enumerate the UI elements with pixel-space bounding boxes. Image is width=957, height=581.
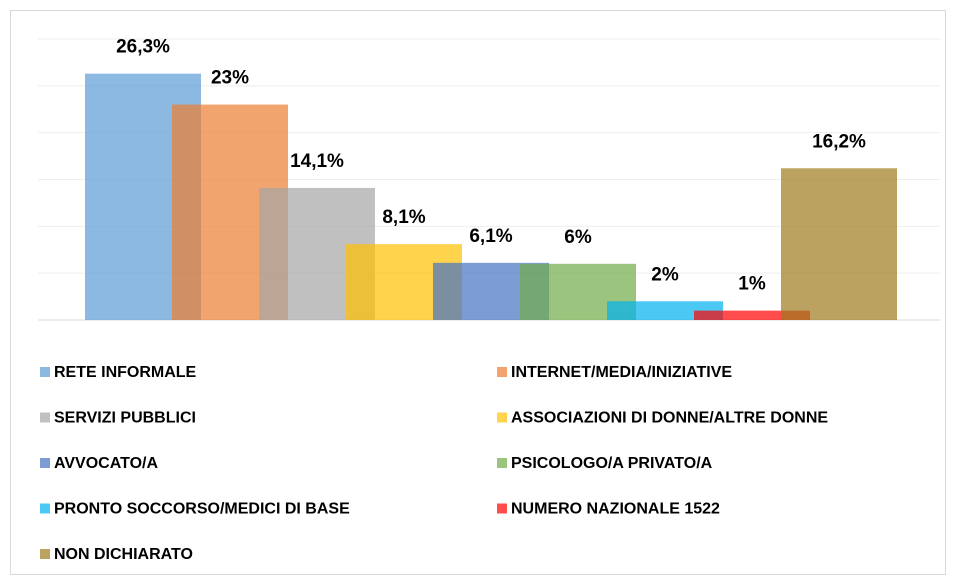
legend-swatch [497, 503, 507, 514]
legend-label: AVVOCATO/A [54, 455, 158, 472]
legend-swatch [40, 549, 50, 559]
legend-swatch [40, 367, 50, 377]
value-label: 2% [651, 264, 679, 285]
value-label: 16,2% [812, 131, 866, 152]
legend-label: SERVIZI PUBBLICI [54, 410, 196, 427]
legend-label: NON DICHIARATO [54, 546, 193, 563]
legend-swatch [40, 458, 50, 468]
legend-label: RETE INFORMALE [54, 364, 197, 381]
legend-swatch [40, 412, 50, 423]
legend-label: ASSOCIAZIONI DI DONNE/ALTRE DONNE [511, 410, 828, 427]
value-label: 23% [211, 68, 249, 89]
value-label: 6% [564, 227, 592, 248]
legend-label: PRONTO SOCCORSO/MEDICI DI BASE [54, 501, 350, 518]
legend-swatch [40, 503, 50, 514]
value-label: 14,1% [290, 151, 344, 172]
legend-label: INTERNET/MEDIA/INIZIATIVE [511, 364, 732, 381]
legend-label: NUMERO NAZIONALE 1522 [511, 501, 720, 518]
value-label: 8,1% [382, 207, 425, 228]
value-label: 1% [738, 274, 766, 295]
value-label: 6,1% [469, 226, 512, 247]
bar [781, 168, 897, 320]
legend-swatch [497, 367, 507, 377]
legend-label: PSICOLOGO/A PRIVATO/A [511, 455, 713, 472]
legend-swatch [497, 458, 507, 468]
value-label: 26,3% [116, 37, 170, 58]
bar [694, 310, 810, 320]
legend-swatch [497, 412, 507, 423]
